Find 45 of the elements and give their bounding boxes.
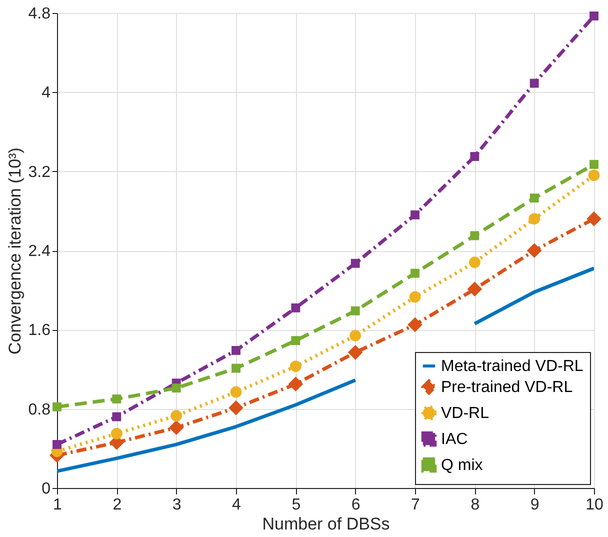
point (348, 345, 363, 360)
point (290, 360, 302, 372)
y-tick-label: 0.8 (28, 401, 51, 418)
y-tick-label: 2.4 (28, 243, 51, 260)
x-tick-label: 5 (292, 496, 301, 514)
x-axis-title: Number of DBSs (262, 514, 390, 534)
point (408, 317, 422, 332)
y-tick-label: 3.2 (28, 164, 51, 181)
x-tick-label: 7 (411, 496, 420, 514)
legend-label: Meta-trained VD-RL (441, 358, 584, 375)
point (110, 428, 122, 440)
point (52, 402, 62, 412)
y-tick-label: 1.6 (28, 322, 51, 340)
legend-label: IAC (441, 431, 468, 448)
x-tick-label: 10 (586, 496, 604, 514)
point (590, 11, 598, 20)
point (586, 211, 602, 226)
point (230, 386, 242, 398)
point (526, 243, 542, 258)
point (468, 256, 480, 268)
point (170, 410, 182, 422)
y-tick-label: 4 (42, 84, 51, 102)
legend-label: Q mix (441, 457, 483, 474)
y-tick-label: 4.8 (28, 6, 51, 22)
point (168, 420, 184, 436)
point (409, 291, 421, 303)
point (528, 213, 540, 225)
x-tick-label: 3 (172, 496, 182, 514)
x-tick-label: 6 (351, 496, 360, 514)
x-tick-label: 8 (470, 496, 480, 514)
point (228, 400, 244, 416)
x-tick-label: 1 (53, 496, 62, 514)
point (467, 282, 482, 297)
point (590, 160, 598, 169)
legend-label: VD-RL (441, 405, 490, 422)
legend-label: Pre-trained VD-RL (441, 379, 573, 396)
y-tick-label: 0 (42, 480, 51, 498)
x-tick-label: 2 (112, 496, 122, 514)
x-tick-label: 9 (530, 496, 540, 514)
y-axis-title: Convergence iteration (10³) (5, 148, 24, 354)
point (288, 376, 304, 392)
point (588, 170, 600, 181)
point (52, 440, 62, 449)
x-tick-label: 4 (232, 496, 242, 514)
point (350, 330, 362, 342)
